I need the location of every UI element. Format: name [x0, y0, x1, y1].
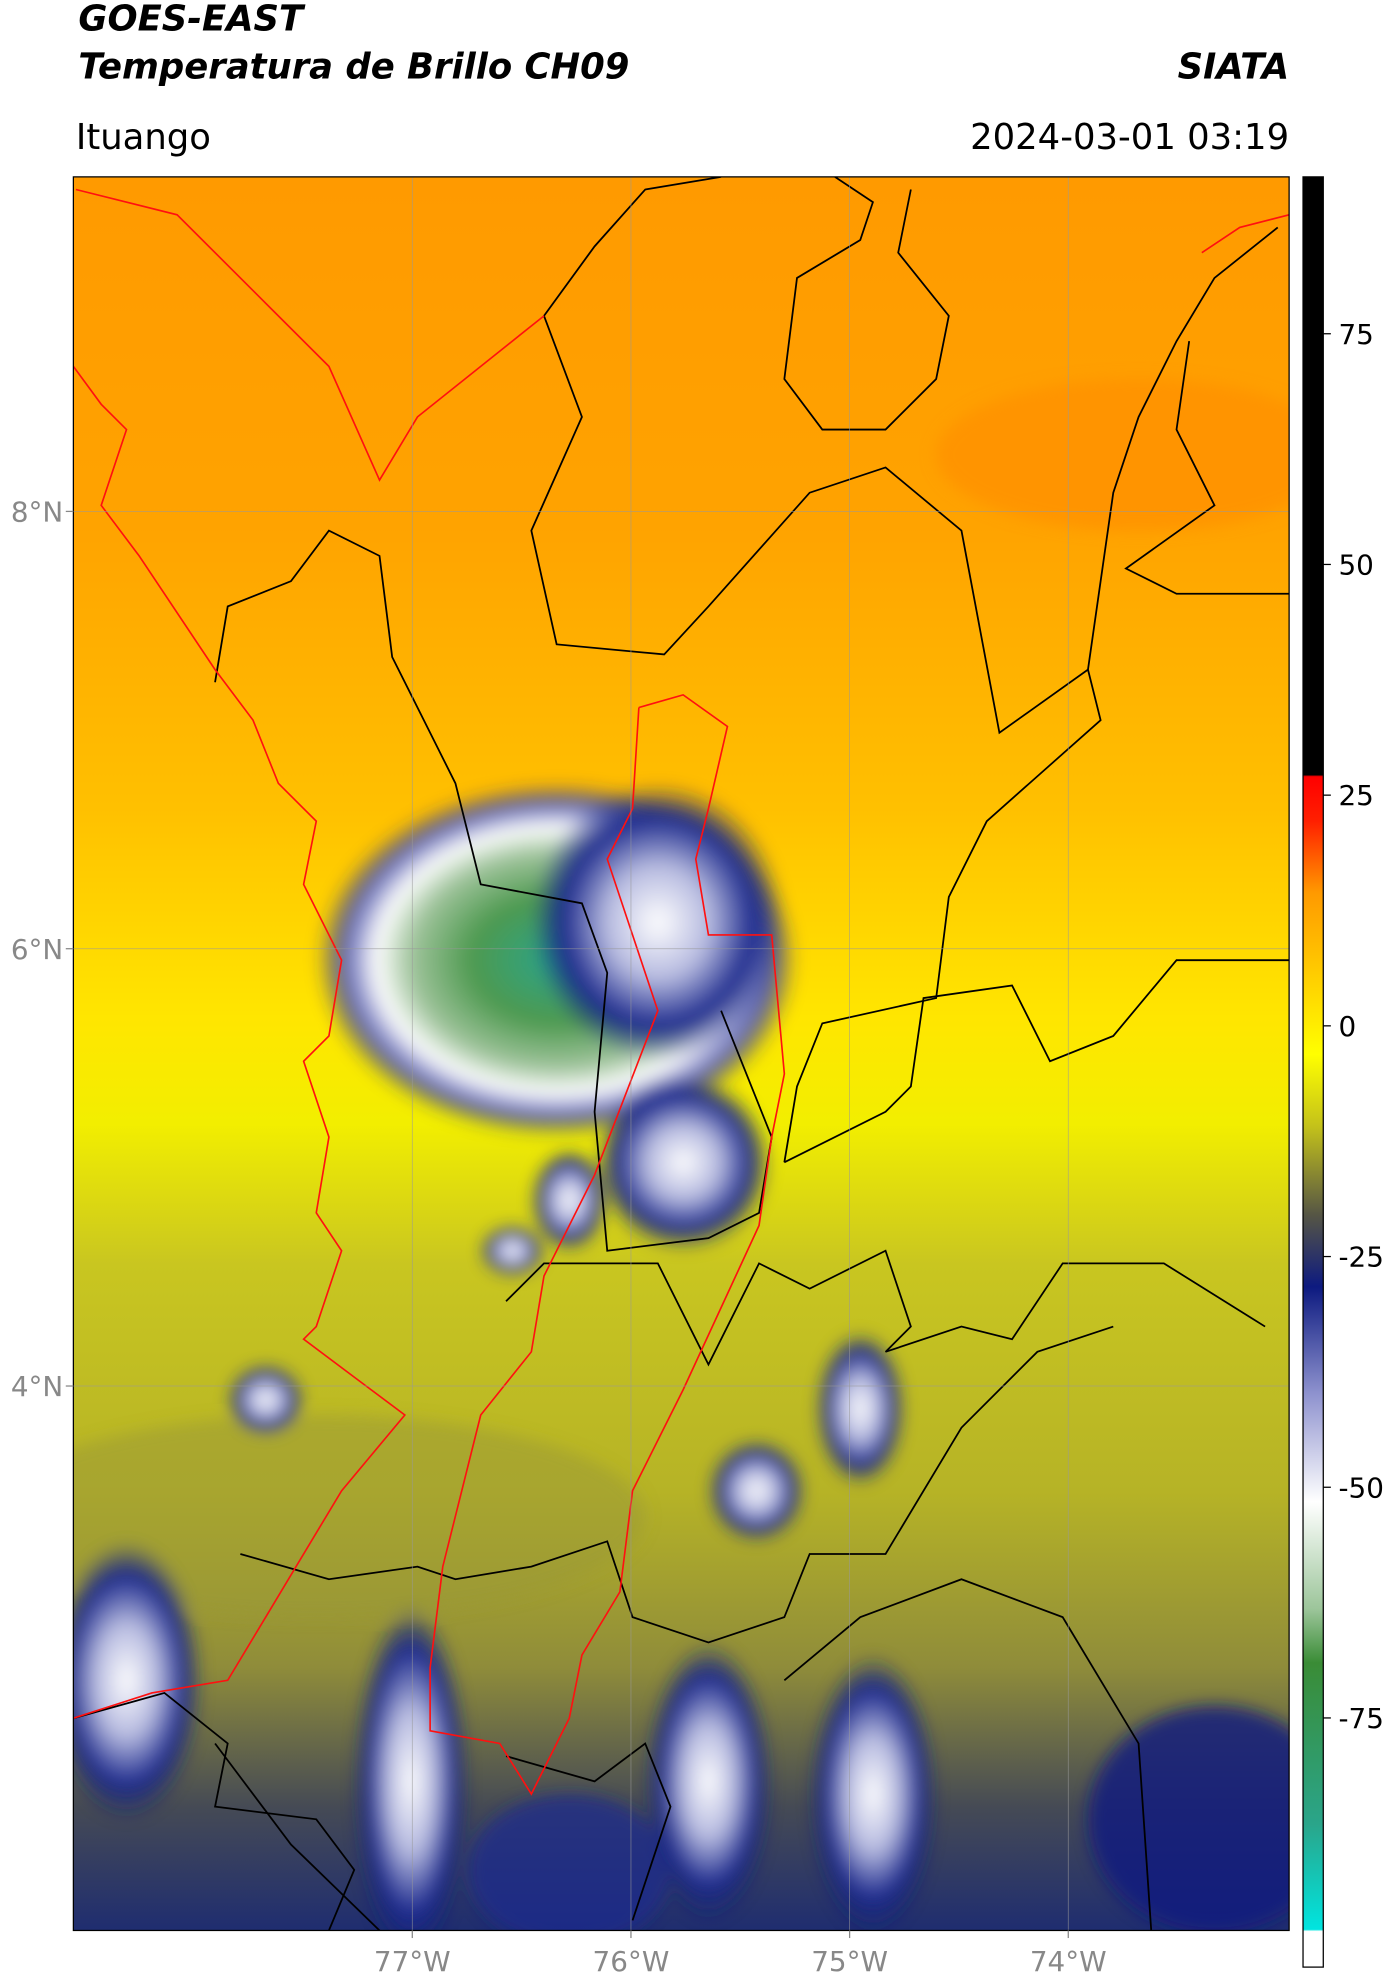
source-label: SIATA [1178, 46, 1289, 87]
region-label: Ituango [76, 117, 211, 158]
colorbar [1302, 176, 1324, 1968]
x-tick-label: 77°W [374, 1945, 451, 1978]
colorbar-tick-label: 0 [1338, 1010, 1356, 1043]
x-tick-label: 76°W [593, 1945, 670, 1978]
satellite-title: GOES-EAST [78, 0, 306, 39]
colorbar-tick-label: 75 [1338, 318, 1373, 351]
y-tick-label: 8°N [11, 496, 63, 529]
x-tick-label: 74°W [1030, 1945, 1107, 1978]
map-frame [72, 176, 1290, 1932]
colorbar-tick-label: 25 [1338, 779, 1373, 812]
satellite-image [73, 176, 1290, 1931]
colorbar-tick-label: -75 [1338, 1702, 1383, 1735]
y-tick-label: 4°N [11, 1370, 63, 1403]
datetime-label: 2024-03-01 03:19 [970, 117, 1289, 158]
colorbar-tick-label: 50 [1338, 549, 1373, 582]
x-tick-label: 75°W [811, 1945, 888, 1978]
colorbar-tick-label: -25 [1338, 1241, 1383, 1274]
product-title: Temperatura de Brillo CH09 [78, 46, 629, 87]
grid [73, 176, 1290, 1931]
y-tick-label: 6°N [11, 933, 63, 966]
colorbar-tick-label: -50 [1338, 1471, 1383, 1504]
